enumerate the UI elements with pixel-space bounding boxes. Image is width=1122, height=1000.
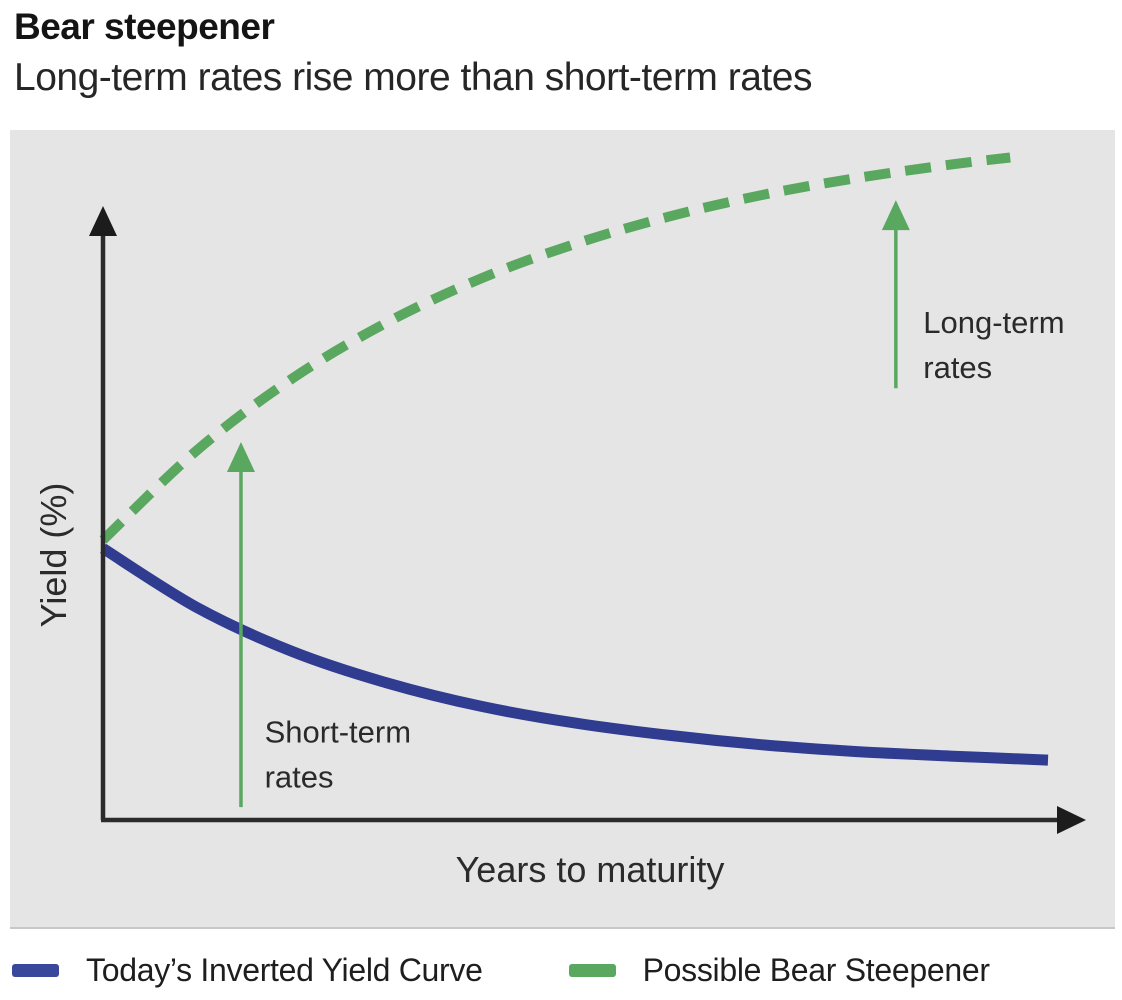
chart-panel: Yield (%) Years to maturity Short-term r… [10, 130, 1115, 928]
page-subtitle: Long-term rates rise more than short-ter… [14, 55, 812, 99]
bear-steepener-curve-line [99, 152, 1011, 545]
chart-legend: Today’s Inverted Yield Curve Possible Be… [12, 952, 1122, 989]
y-axis-arrow-icon [89, 206, 117, 237]
legend-label-inverted-yield-curve: Today’s Inverted Yield Curve [86, 952, 483, 989]
long-term-label-line2: rates [923, 350, 992, 385]
y-axis-label: Yield (%) [33, 483, 74, 628]
x-axis-arrow-icon [1057, 806, 1086, 835]
annotation-long-term-rates: Long-term rates [881, 200, 1065, 389]
legend-item-bear-steepener: Possible Bear Steepener [568, 952, 990, 989]
annotation-short-term-rates: Short-term rates [226, 442, 411, 808]
long-term-label-line1: Long-term [923, 305, 1064, 340]
legend-swatch-green [568, 964, 616, 978]
legend-label-bear-steepener: Possible Bear Steepener [642, 952, 990, 989]
short-term-label-line1: Short-term [265, 715, 411, 750]
chart-svg: Yield (%) Years to maturity Short-term r… [33, 152, 1086, 890]
chart-header: Bear steepener Long-term rates rise more… [0, 0, 1122, 100]
page-title: Bear steepener [14, 6, 275, 47]
x-axis-label: Years to maturity [456, 849, 725, 890]
legend-item-inverted-yield-curve: Today’s Inverted Yield Curve [12, 952, 483, 989]
short-term-label-line2: rates [265, 760, 334, 795]
short-term-up-arrow-icon [226, 442, 255, 473]
long-term-up-arrow-icon [881, 200, 910, 231]
legend-swatch-blue [12, 964, 59, 978]
inverted-yield-curve-line [100, 544, 1049, 766]
